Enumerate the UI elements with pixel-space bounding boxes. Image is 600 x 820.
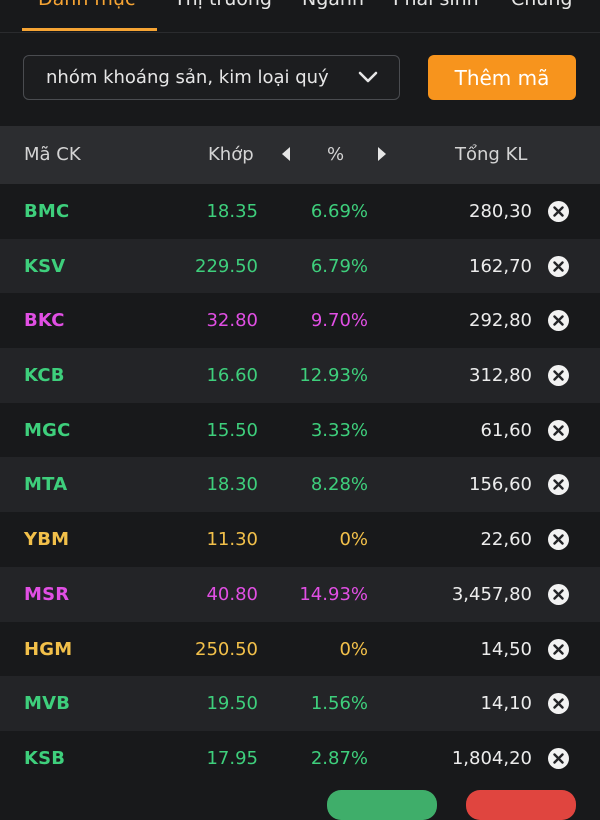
percent-change: 14.93%: [299, 583, 368, 605]
caret-left-icon[interactable]: [280, 146, 292, 162]
percent-change: 2.87%: [310, 747, 368, 769]
header-percent[interactable]: %: [327, 144, 345, 165]
total-volume: 162,70: [469, 255, 532, 277]
remove-icon[interactable]: [548, 365, 569, 387]
percent-change: 1.56%: [310, 693, 368, 715]
table-row[interactable]: MTA 18.30 8.28% 156,60: [0, 457, 600, 513]
remove-icon[interactable]: [548, 583, 569, 605]
total-volume: 1,804,20: [451, 747, 532, 769]
header-code[interactable]: Mã CK: [24, 144, 81, 165]
matched-price: 250.50: [195, 638, 258, 660]
total-volume: 61,60: [480, 419, 532, 441]
symbol-code[interactable]: MVB: [24, 693, 71, 715]
symbol-code[interactable]: KCB: [24, 365, 65, 387]
total-volume: 14,50: [480, 638, 532, 660]
symbol-code[interactable]: BMC: [24, 201, 70, 222]
symbol-code[interactable]: MGC: [24, 419, 71, 441]
percent-change: 9.70%: [310, 310, 368, 332]
sell-button[interactable]: [466, 790, 576, 820]
symbol-code[interactable]: KSB: [24, 747, 66, 769]
remove-icon[interactable]: [548, 747, 569, 769]
watchlist-select[interactable]: nhóm khoáng sản, kim loại quý: [23, 55, 400, 100]
remove-icon[interactable]: [548, 474, 569, 496]
market-tabs: Danh mục Thị trường Ngành Phái sinh Chứn…: [0, 0, 600, 33]
total-volume: 292,80: [469, 310, 532, 332]
percent-change: 3.33%: [310, 419, 368, 441]
tab-watchlist[interactable]: Danh mục: [38, 0, 135, 10]
buy-button[interactable]: [327, 790, 437, 820]
tab-derivatives[interactable]: Phái sinh: [393, 0, 479, 10]
caret-right-icon[interactable]: [376, 146, 388, 162]
percent-change: 0%: [339, 638, 368, 660]
symbol-code[interactable]: MTA: [24, 474, 68, 496]
table-row[interactable]: MGC 15.50 3.33% 61,60: [0, 403, 600, 458]
percent-change: 6.79%: [310, 255, 368, 277]
symbol-code[interactable]: YBM: [24, 529, 70, 551]
matched-price: 32.80: [206, 310, 258, 332]
table-row[interactable]: HGM 250.50 0% 14,50: [0, 622, 600, 677]
remove-icon[interactable]: [548, 201, 569, 222]
matched-price: 11.30: [206, 529, 258, 551]
percent-change: 0%: [339, 529, 368, 551]
total-volume: 3,457,80: [451, 583, 532, 605]
table-row[interactable]: KSB 17.95 2.87% 1,804,20: [0, 731, 600, 786]
matched-price: 229.50: [195, 255, 258, 277]
symbol-code[interactable]: KSV: [24, 255, 66, 277]
total-volume: 14,10: [480, 693, 532, 715]
remove-icon[interactable]: [548, 255, 569, 277]
table-row[interactable]: KSV 229.50 6.79% 162,70: [0, 238, 600, 294]
tab-market[interactable]: Thị trường: [174, 0, 272, 10]
tab-covered-warrants[interactable]: Chứng: [511, 0, 572, 10]
matched-price: 19.50: [206, 693, 258, 715]
percent-change: 12.93%: [299, 365, 368, 387]
table-row[interactable]: YBM 11.30 0% 22,60: [0, 512, 600, 567]
percent-change: 6.69%: [310, 201, 368, 222]
symbol-code[interactable]: HGM: [24, 638, 73, 660]
matched-price: 15.50: [206, 419, 258, 441]
total-volume: 22,60: [480, 529, 532, 551]
matched-price: 18.30: [206, 474, 258, 496]
table-row[interactable]: MSR 40.80 14.93% 3,457,80: [0, 566, 600, 622]
chevron-down-icon: [358, 71, 378, 83]
add-symbol-button[interactable]: Thêm mã: [428, 55, 576, 100]
total-volume: 280,30: [469, 201, 532, 222]
watchlist-selected-value: nhóm khoáng sản, kim loại quý: [46, 67, 329, 88]
remove-icon[interactable]: [548, 529, 569, 551]
remove-icon[interactable]: [548, 419, 569, 441]
watchlist-table: BMC 18.35 6.69% 280,30 KSV 229.50 6.79% 162,70 B…: [0, 184, 600, 786]
table-row[interactable]: KCB 16.60 12.93% 312,80: [0, 348, 600, 403]
total-volume: 312,80: [469, 365, 532, 387]
matched-price: 17.95: [206, 747, 258, 769]
matched-price: 40.80: [206, 583, 258, 605]
matched-price: 16.60: [206, 365, 258, 387]
table-row[interactable]: BKC 32.80 9.70% 292,80: [0, 293, 600, 348]
remove-icon[interactable]: [548, 638, 569, 660]
header-price[interactable]: Khớp: [208, 144, 254, 165]
total-volume: 156,60: [469, 474, 532, 496]
remove-icon[interactable]: [548, 693, 569, 715]
remove-icon[interactable]: [548, 310, 569, 332]
matched-price: 18.35: [206, 201, 258, 222]
symbol-code[interactable]: BKC: [24, 310, 65, 332]
symbol-code[interactable]: MSR: [24, 583, 70, 605]
table-row[interactable]: BMC 18.35 6.69% 280,30: [0, 184, 600, 239]
tab-industry[interactable]: Ngành: [302, 0, 364, 10]
percent-change: 8.28%: [310, 474, 368, 496]
table-row[interactable]: MVB 19.50 1.56% 14,10: [0, 676, 600, 731]
active-tab-indicator: [22, 28, 157, 31]
header-volume[interactable]: Tổng KL: [455, 144, 528, 165]
table-header: Mã CK Khớp % Tổng KL: [0, 126, 600, 184]
